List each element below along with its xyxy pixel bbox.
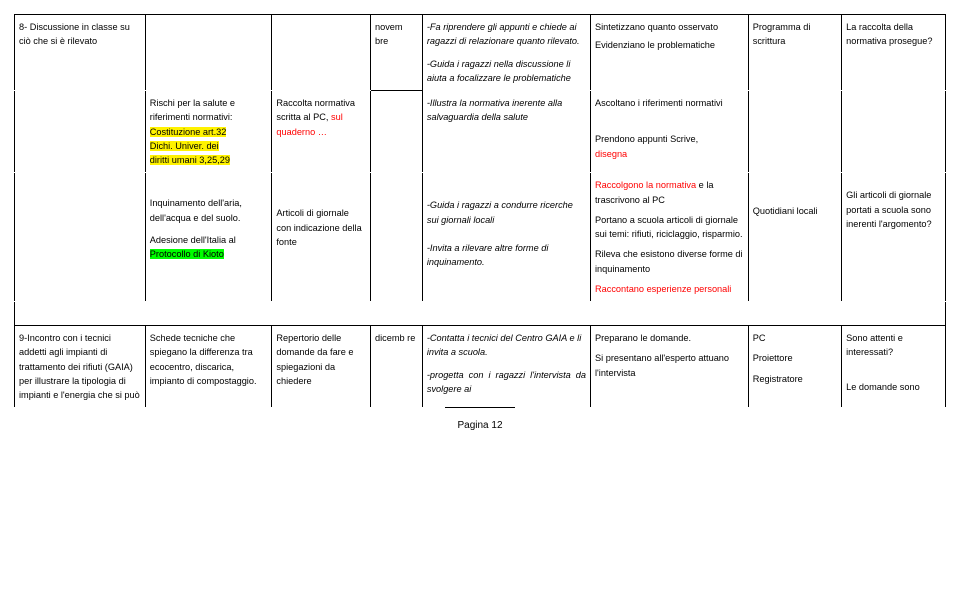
- cell-month: dicemb re: [370, 326, 422, 408]
- cell: Schede tecniche che spiegano la differen…: [145, 326, 272, 408]
- text: Rileva che esistono diverse forme di inq…: [595, 247, 744, 276]
- cell: [422, 302, 590, 326]
- text-red: disegna: [595, 149, 627, 159]
- text: Inquinamento dell'aria, dell'acqua e del…: [150, 196, 268, 225]
- cell: Inquinamento dell'aria, dell'acqua e del…: [145, 173, 272, 302]
- table-row: 8- Discussione in classe su ciò che si è…: [15, 15, 946, 91]
- cell: [370, 302, 422, 326]
- cell: Quotidiani locali: [748, 173, 841, 302]
- cell: [370, 91, 422, 173]
- cell: [15, 173, 146, 302]
- text: -Illustra la normativa inerente alla sal…: [427, 98, 562, 122]
- text: Quotidiani locali: [753, 204, 837, 218]
- cell: [145, 302, 272, 326]
- text-highlight: Dichi. Univer. dei: [150, 141, 219, 151]
- cell-check: La raccolta della normativa prosegue?: [842, 15, 946, 91]
- cell: [272, 15, 371, 91]
- cell-activity: 8- Discussione in classe su ciò che si è…: [15, 15, 146, 91]
- cell: [272, 302, 371, 326]
- page-number: Pagina 12: [445, 407, 515, 431]
- table-row: 9-Incontro con i tecnici addetti agli im…: [15, 326, 946, 408]
- cell: 9-Incontro con i tecnici addetti agli im…: [15, 326, 146, 408]
- text: novem bre: [375, 22, 403, 46]
- cell-students: Sintetizzano quanto osservato Evidenzian…: [590, 15, 748, 91]
- cell: [15, 302, 146, 326]
- text: Registratore: [753, 372, 837, 386]
- cell: [370, 173, 422, 302]
- text: Sono attenti e interessati?: [846, 331, 941, 360]
- cell: [748, 91, 841, 173]
- text: Raccolta normativa scritta al PC,: [276, 98, 355, 122]
- text-red: Raccontano esperienze personali: [595, 282, 744, 296]
- cell: [15, 91, 146, 173]
- cell: Preparano le domande. Si presentano all'…: [590, 326, 748, 408]
- cell: Repertorio delle domande da fare e spieg…: [272, 326, 371, 408]
- table-row-spacer: [15, 302, 946, 326]
- cell: [590, 302, 748, 326]
- cell-month: novem bre: [370, 15, 422, 91]
- text: -Fa riprendere gli appunti e chiede ai r…: [427, 20, 586, 49]
- text: 9-Incontro con i tecnici addetti agli im…: [19, 333, 140, 400]
- text: Portano a scuola articoli di giornale su…: [595, 213, 744, 242]
- cell: -Contatta i tecnici del Centro GAIA e li…: [422, 326, 590, 408]
- text: Articoli di giornale con indicazione del…: [276, 206, 366, 249]
- text-red: Raccolgono la normativa: [595, 180, 696, 190]
- text: -Contatta i tecnici del Centro GAIA e li…: [427, 331, 586, 360]
- text: -Guida i ragazzi a condurre ricerche sui…: [427, 198, 586, 227]
- text-highlight: Protocollo di Kioto: [150, 249, 224, 259]
- cell: Articoli di giornale con indicazione del…: [272, 173, 371, 302]
- cell: Raccolta normativa scritta al PC, sul qu…: [272, 91, 371, 173]
- text: Gli articoli di giornale portati a scuol…: [846, 188, 941, 231]
- cell: Ascoltano i riferimenti normativi Prendo…: [590, 91, 748, 173]
- text-highlight: diritti umani 3,25,29: [150, 155, 230, 165]
- cell: [145, 15, 272, 91]
- cell: -Illustra la normativa inerente alla sal…: [422, 91, 590, 173]
- text: Evidenziano le problematiche: [595, 38, 744, 52]
- cell: -Guida i ragazzi a condurre ricerche sui…: [422, 173, 590, 302]
- cell-teacher: -Fa riprendere gli appunti e chiede ai r…: [422, 15, 590, 91]
- text: Proiettore: [753, 351, 837, 365]
- cell-tools: Programma di scrittura: [748, 15, 841, 91]
- text: Ascoltano i riferimenti normativi: [595, 96, 744, 110]
- text: dicemb re: [375, 333, 415, 343]
- text: Le domande sono: [846, 380, 941, 394]
- table-row: Rischi per la salute e riferimenti norma…: [15, 91, 946, 173]
- text: 8- Discussione in classe su ciò che si è…: [19, 22, 130, 46]
- table-row: Inquinamento dell'aria, dell'acqua e del…: [15, 173, 946, 302]
- text: Programma di scrittura: [753, 22, 811, 46]
- cell: Sono attenti e interessati? Le domande s…: [842, 326, 946, 408]
- cell: [842, 91, 946, 173]
- text: PC: [753, 331, 837, 345]
- text: Schede tecniche che spiegano la differen…: [150, 333, 257, 386]
- cell: Gli articoli di giornale portati a scuol…: [842, 173, 946, 302]
- text: Sintetizzano quanto osservato: [595, 20, 744, 34]
- lesson-plan-table: 8- Discussione in classe su ciò che si è…: [14, 14, 946, 408]
- cell: PC Proiettore Registratore: [748, 326, 841, 408]
- text-highlight: Costituzione art.32: [150, 127, 227, 137]
- text: Si presentano all'esperto attuano l'inte…: [595, 351, 744, 380]
- text: Prendono appunti Scrive,: [595, 134, 698, 144]
- text: La raccolta della normativa prosegue?: [846, 22, 932, 46]
- cell: Raccolgono la normativa e la trascrivono…: [590, 173, 748, 302]
- cell: [842, 302, 946, 326]
- cell: [748, 302, 841, 326]
- text: Rischi per la salute e riferimenti norma…: [150, 98, 235, 122]
- cell-refs: Rischi per la salute e riferimenti norma…: [145, 91, 272, 173]
- text: -Invita a rilevare altre forme di inquin…: [427, 241, 586, 270]
- text: -Guida i ragazzi nella discussione li ai…: [427, 57, 586, 86]
- text: Repertorio delle domande da fare e spieg…: [276, 333, 353, 386]
- text: -progetta con i ragazzi l'intervista da …: [427, 368, 586, 397]
- text: Adesione dell'Italia al: [150, 235, 236, 245]
- text: Preparano le domande.: [595, 331, 744, 345]
